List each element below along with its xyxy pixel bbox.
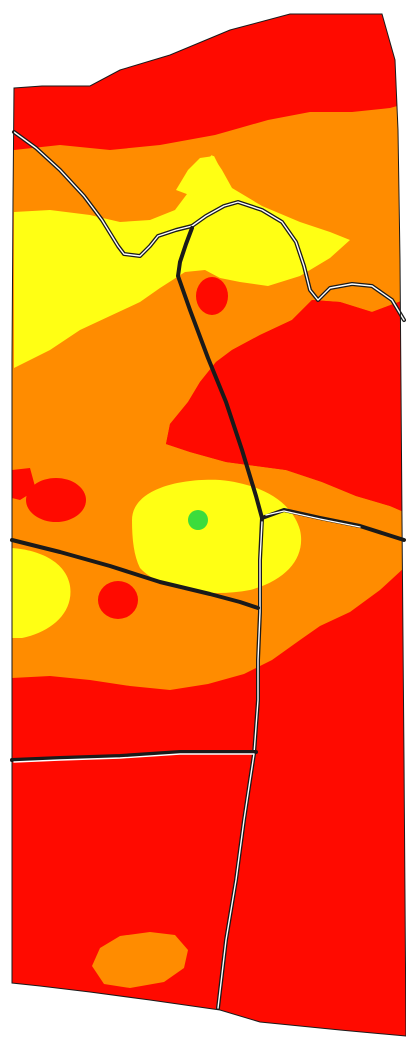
zone-medium-lower-left: [92, 932, 188, 988]
field-outline: [11, 13, 406, 1037]
green-point-marker[interactable]: [188, 510, 208, 530]
zone-high-left-sliver: [12, 468, 36, 500]
boundary-left-middle: [10, 538, 260, 610]
boundary-layer: [10, 130, 406, 1010]
zone-high-spot-left: [26, 478, 86, 522]
boundary-right-branch: [260, 508, 406, 542]
zone-high-right-center: [166, 300, 404, 512]
zone-high-spot-lower-left: [98, 581, 138, 619]
boundary-lower: [10, 750, 258, 763]
boundary-road: [12, 130, 406, 322]
zone-high-spot-upper: [196, 277, 228, 315]
zone-low-left-edge: [12, 548, 71, 638]
zone-low-top-tip: [176, 156, 222, 196]
